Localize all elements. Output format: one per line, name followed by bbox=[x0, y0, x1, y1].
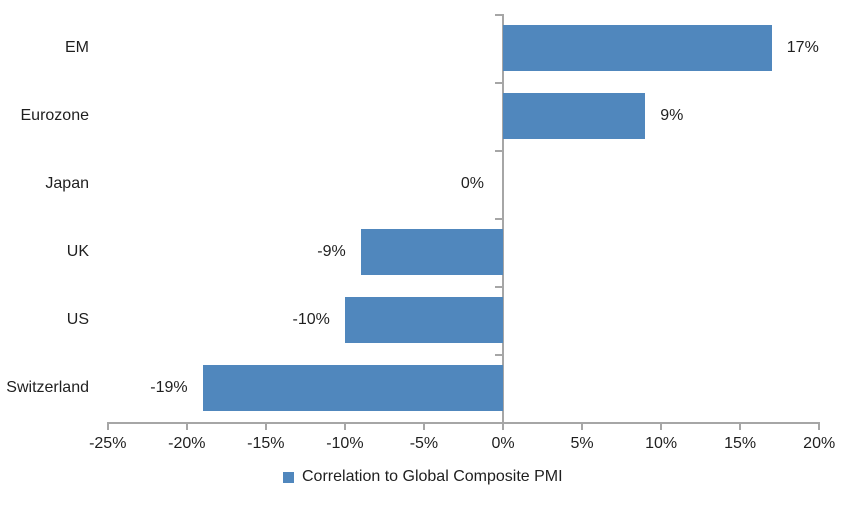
y-axis-line bbox=[502, 14, 504, 430]
x-tick-label: -5% bbox=[409, 435, 439, 452]
y-axis-tick bbox=[495, 14, 502, 16]
bar-uk bbox=[360, 229, 503, 275]
category-label-us: US bbox=[66, 311, 89, 328]
y-axis-tick bbox=[495, 286, 502, 288]
x-tick-label: 5% bbox=[570, 435, 594, 452]
y-axis-tick bbox=[495, 82, 502, 84]
value-label-em: 17% bbox=[786, 39, 819, 56]
x-axis-tick bbox=[660, 424, 663, 430]
value-label-uk: -9% bbox=[317, 243, 346, 260]
value-label-eurozone: 9% bbox=[660, 107, 684, 124]
x-tick-label: -25% bbox=[89, 435, 127, 452]
value-label-us: -10% bbox=[292, 311, 330, 328]
x-axis-line bbox=[106, 422, 821, 424]
x-axis-tick bbox=[422, 424, 425, 430]
bar-us bbox=[344, 297, 503, 343]
x-tick-label: -15% bbox=[247, 435, 285, 452]
bar-em bbox=[503, 25, 772, 71]
legend-label: Correlation to Global Composite PMI bbox=[302, 468, 563, 485]
x-tick-label: 15% bbox=[724, 435, 757, 452]
x-axis-tick bbox=[343, 424, 346, 430]
x-tick-label: 10% bbox=[645, 435, 678, 452]
legend: Correlation to Global Composite PMI bbox=[283, 466, 563, 488]
y-axis-tick bbox=[495, 150, 502, 152]
category-label-uk: UK bbox=[66, 243, 89, 260]
bar-eurozone bbox=[503, 93, 646, 139]
category-label-switzerland: Switzerland bbox=[6, 379, 89, 396]
x-tick-label: 20% bbox=[803, 435, 836, 452]
value-label-japan: 0% bbox=[460, 175, 484, 192]
legend-swatch-icon bbox=[283, 471, 294, 483]
category-label-eurozone: Eurozone bbox=[20, 107, 90, 124]
x-axis-tick bbox=[739, 424, 742, 430]
x-axis-tick bbox=[106, 424, 109, 430]
y-axis-tick bbox=[495, 354, 502, 356]
x-axis-tick bbox=[502, 424, 504, 430]
bar-switzerland bbox=[202, 365, 503, 411]
category-label-japan: Japan bbox=[45, 175, 89, 192]
y-axis-tick bbox=[495, 218, 502, 220]
x-axis-tick bbox=[818, 424, 821, 430]
x-axis-tick bbox=[185, 424, 188, 430]
category-label-em: EM bbox=[65, 39, 89, 56]
x-axis-tick bbox=[264, 424, 267, 430]
x-tick-label: -20% bbox=[168, 435, 206, 452]
x-tick-label: 0% bbox=[491, 435, 515, 452]
value-label-switzerland: -19% bbox=[150, 379, 188, 396]
x-tick-label: -10% bbox=[326, 435, 364, 452]
x-axis-tick bbox=[581, 424, 584, 430]
